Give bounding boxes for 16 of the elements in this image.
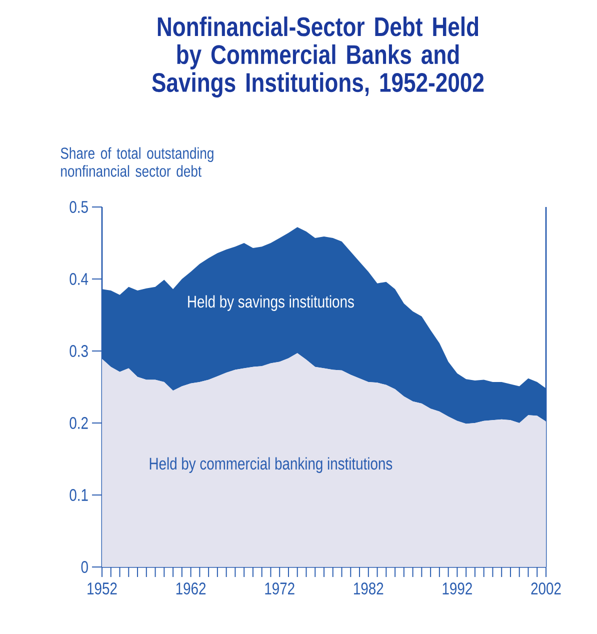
series-label: Held by commercial banking institutions bbox=[150, 457, 392, 474]
y-tick-label: 0.5 bbox=[70, 201, 88, 213]
y-axis-title: Share of total outstanding nonfinancial sector debt bbox=[60, 147, 214, 177]
x-tick-label: 1972 bbox=[265, 582, 294, 595]
x-tick-label: 1952 bbox=[88, 582, 117, 595]
y-tick-label: 0.1 bbox=[70, 488, 88, 501]
y-tick-label: 0.2 bbox=[70, 416, 88, 429]
y-tick-label: 0.3 bbox=[70, 344, 88, 357]
x-tick-label: 2002 bbox=[531, 582, 561, 595]
y-tick-label: 0.4 bbox=[70, 273, 88, 285]
y-tick-label: 0 bbox=[81, 560, 88, 573]
x-tick-label: 1992 bbox=[442, 582, 472, 595]
chart-title: Nonfinancial-Sector Debt Held by Commercial Banks and Savings Institutions, 1952-2002 bbox=[152, 16, 484, 98]
x-tick-label: 1982 bbox=[354, 582, 384, 595]
x-tick-label: 1962 bbox=[176, 582, 206, 595]
series-label: Held by savings institutions bbox=[188, 295, 354, 312]
